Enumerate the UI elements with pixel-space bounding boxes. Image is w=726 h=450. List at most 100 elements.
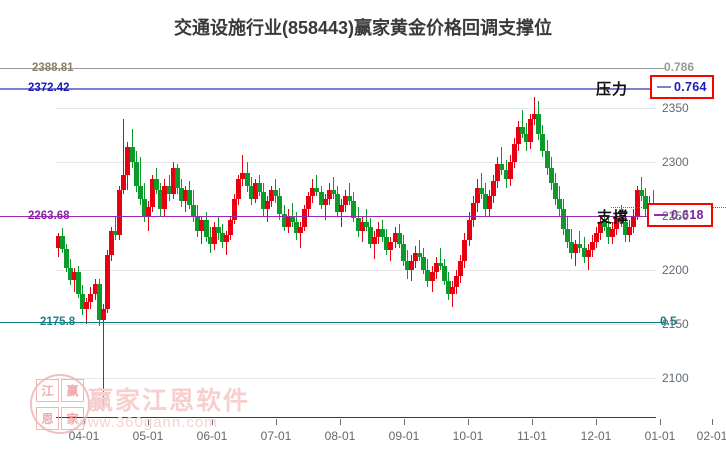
level-badge-0.764[interactable]: 0.764: [650, 75, 714, 99]
y-tick-2100: 2100: [662, 371, 689, 385]
candle: [84, 58, 90, 418]
candle: [573, 58, 579, 418]
watermark-seal: 江 赢 恩 家: [30, 374, 90, 434]
candle-wick: [653, 189, 655, 212]
candle: [495, 58, 501, 418]
candle-wick: [267, 196, 269, 223]
candle-body: [425, 269, 431, 281]
candle-body: [158, 189, 164, 210]
candle: [248, 58, 254, 418]
candle-body: [404, 261, 410, 270]
candle-body: [117, 189, 123, 236]
y-tick-2300: 2300: [662, 155, 689, 169]
candle: [121, 58, 127, 418]
candle: [108, 58, 114, 418]
candle-wick: [521, 109, 523, 138]
candle-body: [236, 179, 242, 199]
candle: [400, 58, 406, 418]
seal-char-1: 赢: [61, 378, 84, 402]
candle-wick: [480, 172, 482, 199]
candle: [170, 58, 176, 418]
candle-body: [318, 192, 324, 206]
candle: [598, 58, 604, 418]
candle: [256, 58, 262, 418]
candle: [384, 58, 390, 418]
candle-body: [487, 196, 493, 210]
candle: [413, 58, 419, 418]
candle: [396, 58, 402, 418]
x-tick-07-01: 07-01: [260, 429, 292, 443]
candle-body: [433, 263, 439, 273]
candle: [191, 58, 197, 418]
candle-body: [614, 218, 620, 229]
candle: [503, 58, 509, 418]
candle-body: [544, 150, 550, 169]
candle-body: [80, 293, 86, 309]
candle: [536, 58, 542, 418]
candle-body: [466, 220, 472, 240]
candle: [565, 58, 571, 418]
candle: [100, 58, 106, 418]
x-tick-mark-12-01: [596, 419, 597, 425]
candle-body: [133, 161, 139, 186]
candle-body: [351, 200, 357, 218]
candle-body: [515, 127, 521, 145]
candle-body: [408, 261, 414, 270]
candle-body: [100, 308, 106, 320]
x-tick-01-01: 01-01: [644, 429, 676, 443]
candle-body: [565, 228, 571, 242]
candle: [199, 58, 205, 418]
candle-wick: [620, 205, 622, 227]
gridline-2200: [56, 270, 656, 271]
candle: [187, 58, 193, 418]
candle-body: [392, 233, 398, 242]
candle: [339, 58, 345, 418]
candle-body: [511, 144, 517, 162]
candle-wick: [534, 96, 536, 125]
candle-body: [137, 185, 143, 199]
x-tick-mark-04-01: [84, 419, 85, 425]
candle-body: [224, 235, 230, 242]
candle-body: [622, 222, 628, 236]
candle: [326, 58, 332, 418]
candle-body: [441, 265, 447, 281]
candle-wick: [373, 230, 375, 260]
candle-body: [482, 194, 488, 210]
candle: [76, 58, 82, 418]
candle: [392, 58, 398, 418]
candle: [174, 58, 180, 418]
candle-body: [474, 187, 480, 203]
candle: [610, 58, 616, 418]
gridline-2350: [56, 108, 656, 109]
x-tick-mark-06-01: [212, 419, 213, 425]
candle-body: [191, 205, 197, 216]
price-label-0.786: 2388.81: [32, 62, 74, 74]
candle-body: [298, 226, 304, 234]
candle-body: [556, 198, 562, 210]
candlestick-series: [55, 58, 657, 418]
candle-wick: [575, 239, 577, 266]
candle: [421, 58, 427, 418]
candle: [425, 58, 431, 418]
candle-body: [524, 133, 530, 143]
x-tick-mark-10-01: [468, 419, 469, 425]
candle: [454, 58, 460, 418]
candle-body: [211, 226, 217, 244]
candle: [544, 58, 550, 418]
candle: [252, 58, 258, 418]
level-badge-0.618[interactable]: 0.618: [647, 203, 713, 227]
candle: [589, 58, 595, 418]
candle-wick: [300, 222, 302, 249]
badge-dash-icon: [654, 214, 668, 216]
annotation-resistance: 压力: [596, 81, 629, 98]
candle: [487, 58, 493, 418]
candle-body: [129, 146, 135, 162]
candle: [318, 58, 324, 418]
candle-wick: [102, 304, 104, 411]
candle-body: [273, 189, 279, 197]
candle-body: [396, 233, 402, 244]
candle-body: [499, 163, 505, 171]
candle-body: [339, 205, 345, 212]
candle-body: [261, 192, 267, 210]
candle-body: [610, 228, 616, 238]
